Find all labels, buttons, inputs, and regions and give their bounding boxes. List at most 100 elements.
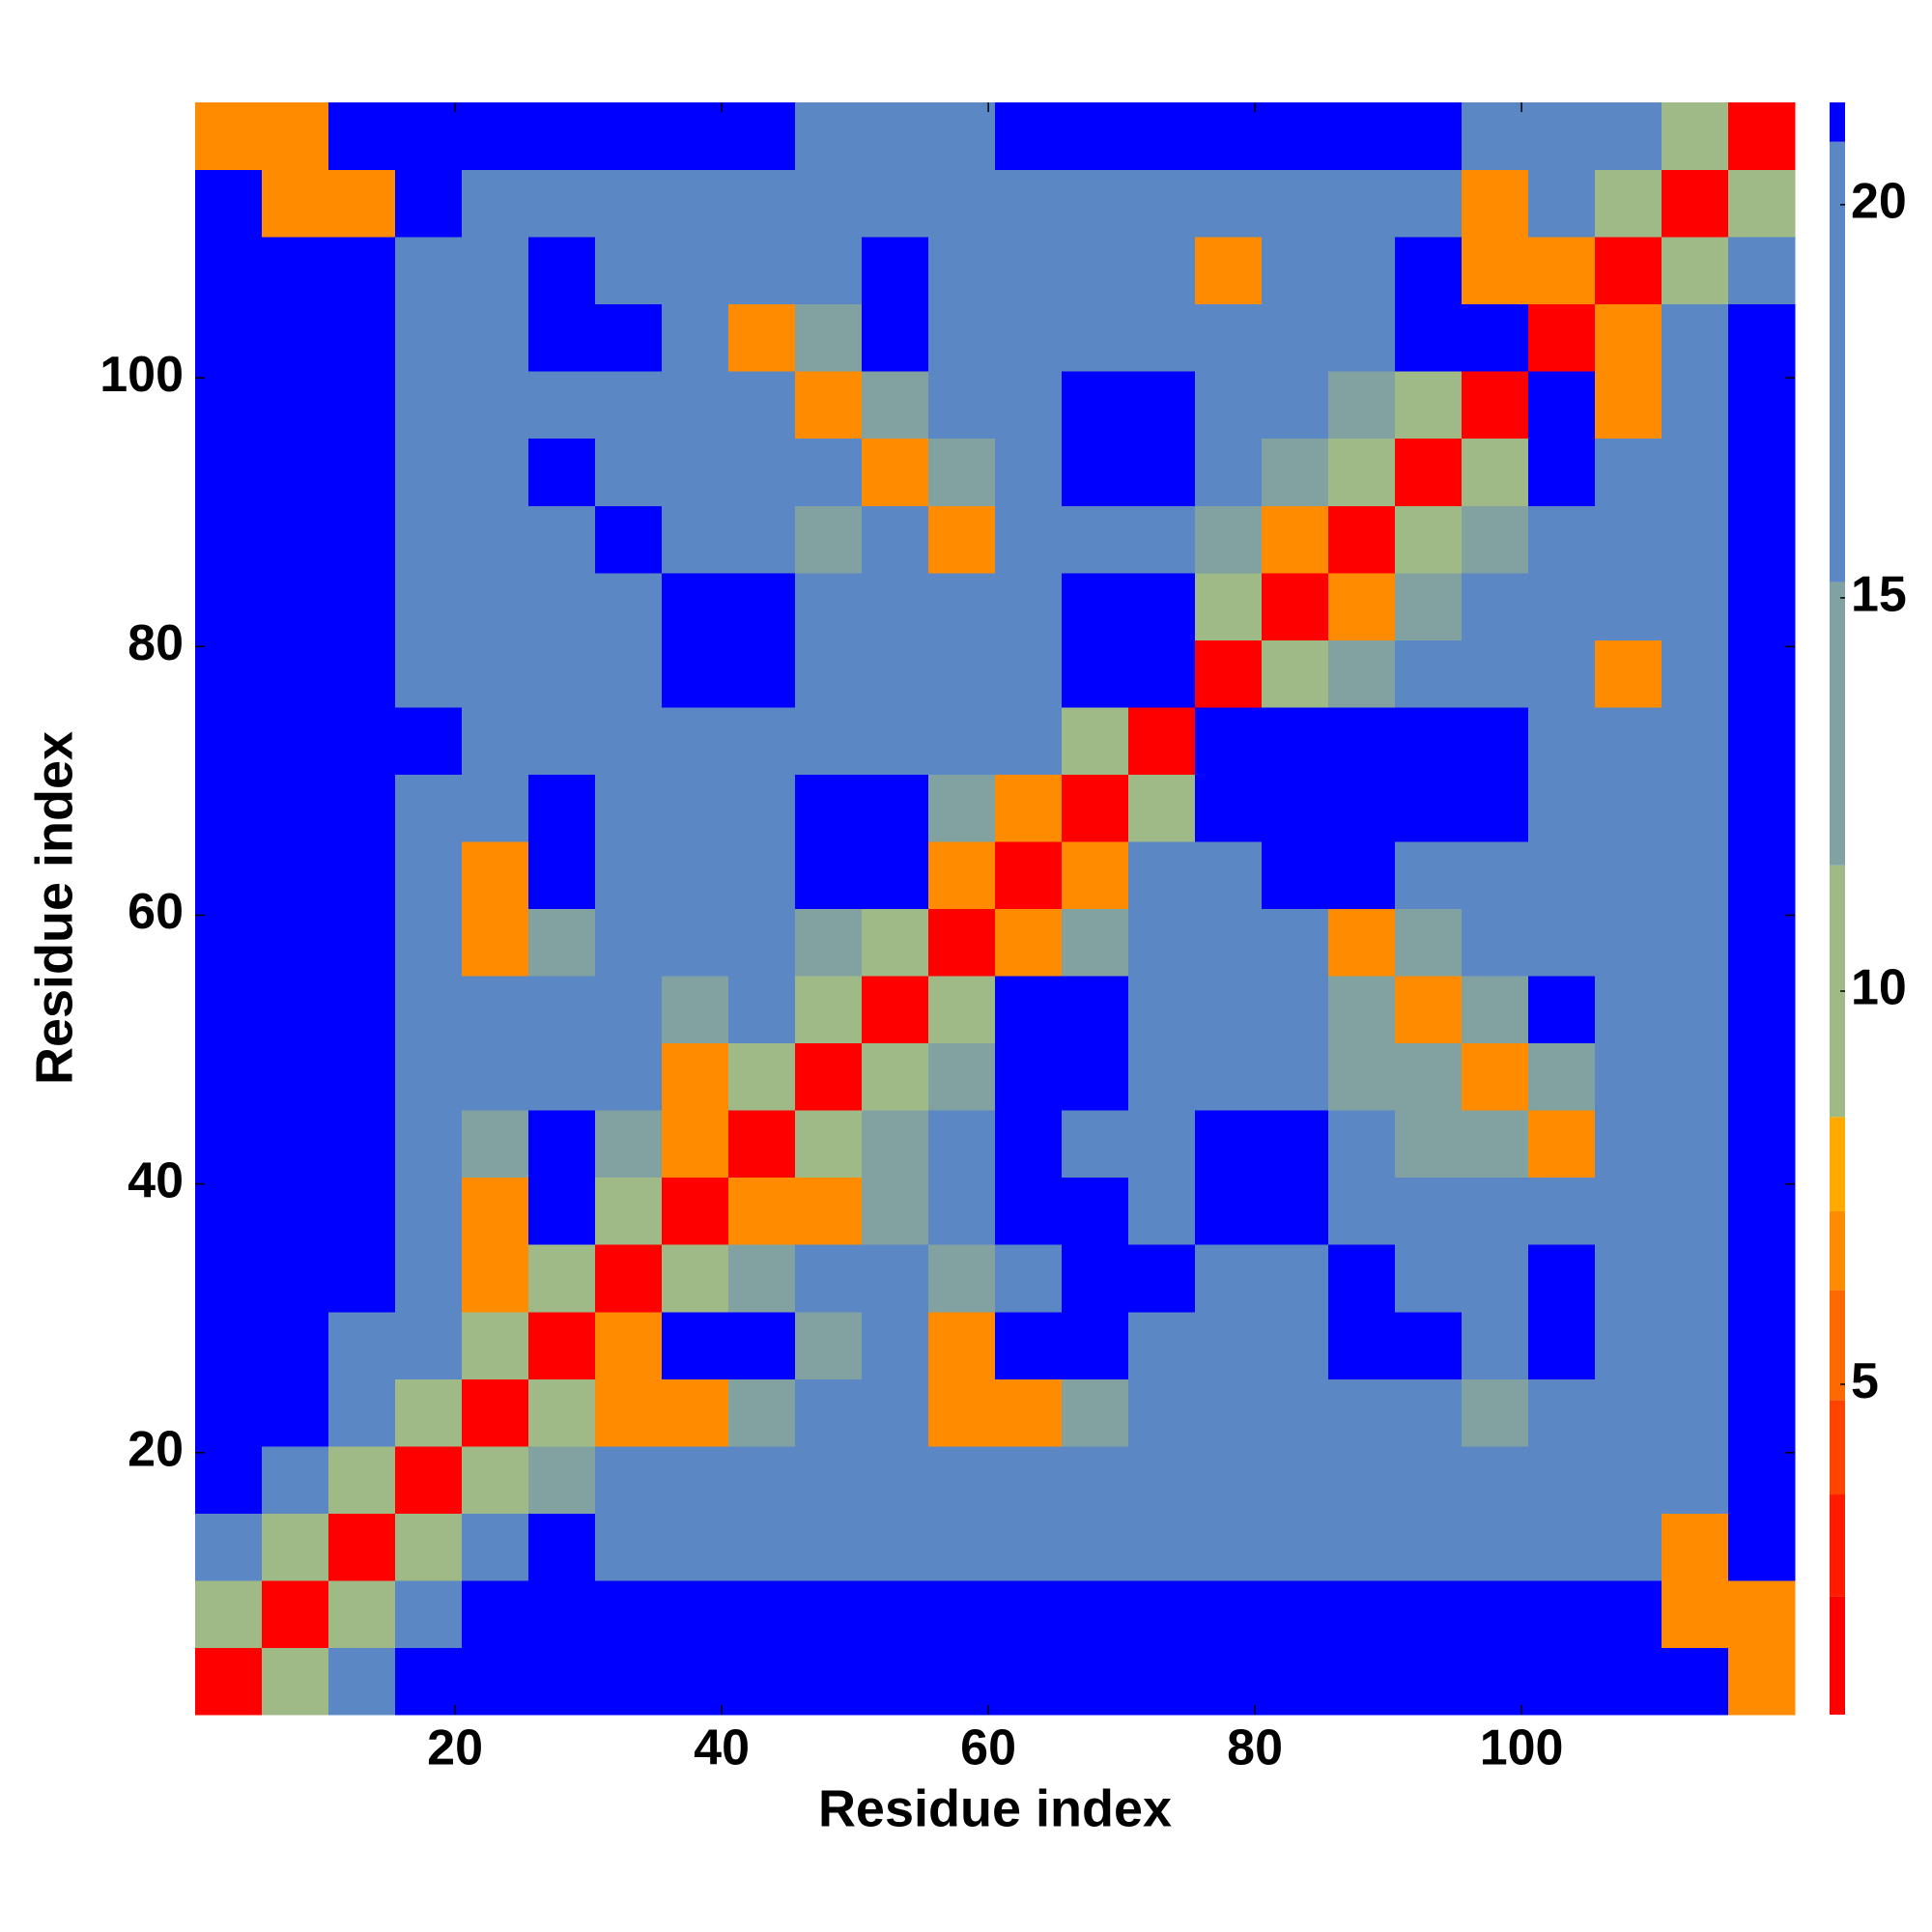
heatmap-cell xyxy=(728,237,796,305)
heatmap-cell xyxy=(328,706,396,775)
heatmap-cell xyxy=(595,1647,663,1716)
heatmap-cell xyxy=(995,1177,1063,1245)
heatmap-cell xyxy=(1728,1647,1796,1716)
heatmap-cell xyxy=(195,1177,263,1245)
heatmap-cell xyxy=(1728,840,1796,909)
heatmap-cell xyxy=(462,1579,529,1648)
heatmap-cell xyxy=(195,1378,263,1447)
heatmap-cell xyxy=(1328,1513,1396,1581)
heatmap-cell xyxy=(795,908,863,977)
heatmap-cell xyxy=(195,237,263,305)
heatmap-cell xyxy=(195,1647,263,1716)
heatmap-cell xyxy=(1595,371,1662,440)
heatmap-cell xyxy=(262,1513,329,1581)
heatmap-cell xyxy=(1062,1177,1129,1245)
heatmap-cell xyxy=(1462,169,1529,238)
heatmap-cell xyxy=(528,706,596,775)
heatmap-cell xyxy=(462,169,529,238)
heatmap-cell xyxy=(995,1042,1063,1111)
heatmap-cell xyxy=(1395,840,1463,909)
heatmap-cell xyxy=(862,1513,929,1581)
heatmap-cell xyxy=(795,1244,863,1313)
heatmap-cell xyxy=(1662,237,1729,305)
heatmap-cell xyxy=(528,102,596,171)
heatmap-cell xyxy=(1128,840,1196,909)
heatmap-cell xyxy=(1662,1311,1729,1379)
heatmap-cell xyxy=(1395,1445,1463,1514)
heatmap-cell xyxy=(595,1042,663,1111)
heatmap-cell xyxy=(795,371,863,440)
heatmap-cell xyxy=(528,237,596,305)
heatmap-cell xyxy=(395,169,463,238)
heatmap-cell xyxy=(928,169,996,238)
heatmap-cell xyxy=(928,1445,996,1514)
heatmap-cell xyxy=(1728,976,1796,1044)
heatmap-cell xyxy=(1195,303,1263,372)
heatmap-cell xyxy=(1328,1445,1396,1514)
heatmap-cell xyxy=(1128,169,1196,238)
heatmap-cell xyxy=(1528,639,1596,708)
heatmap-cell xyxy=(462,237,529,305)
heatmap-cell xyxy=(1195,1244,1263,1313)
heatmap-cell xyxy=(1728,303,1796,372)
heatmap-cell xyxy=(1328,237,1396,305)
heatmap-cell xyxy=(862,303,929,372)
heatmap-cell xyxy=(262,706,329,775)
heatmap-cell xyxy=(928,774,996,842)
x-tick-label: 20 xyxy=(427,1720,483,1776)
heatmap-cell xyxy=(528,1445,596,1514)
heatmap-cell xyxy=(1262,1445,1329,1514)
heatmap-cell xyxy=(728,1311,796,1379)
heatmap-cell xyxy=(995,1579,1063,1648)
heatmap-cell xyxy=(1262,1042,1329,1111)
heatmap-cell xyxy=(1195,237,1263,305)
heatmap-cell xyxy=(328,303,396,372)
heatmap-cell xyxy=(1528,237,1596,305)
colorbar-segment xyxy=(1830,1596,1845,1715)
heatmap-cell xyxy=(662,774,729,842)
heatmap-cell xyxy=(1195,976,1263,1044)
heatmap-cell xyxy=(328,1647,396,1716)
heatmap-cell xyxy=(1262,572,1329,640)
heatmap-cell xyxy=(928,1647,996,1716)
heatmap-cell xyxy=(1728,774,1796,842)
heatmap-cell xyxy=(1462,1110,1529,1179)
heatmap-cell xyxy=(595,1378,663,1447)
heatmap-cell xyxy=(1395,169,1463,238)
heatmap-cell xyxy=(1462,505,1529,574)
heatmap-cell xyxy=(328,438,396,506)
heatmap-cell xyxy=(1062,102,1129,171)
heatmap-cell xyxy=(528,1244,596,1313)
heatmap-cell xyxy=(728,303,796,372)
heatmap-cell xyxy=(1128,1311,1196,1379)
heatmap-cell xyxy=(995,908,1063,977)
heatmap-cell xyxy=(1195,774,1263,842)
heatmap-cell xyxy=(595,1110,663,1179)
heatmap-cell xyxy=(1195,1647,1263,1716)
heatmap-cell xyxy=(595,1311,663,1379)
colorbar-segment xyxy=(1830,1400,1845,1495)
heatmap-cell xyxy=(1728,1110,1796,1179)
heatmap-cell xyxy=(862,774,929,842)
heatmap-cell xyxy=(862,840,929,909)
colorbar-segment xyxy=(1830,102,1845,142)
heatmap-cell xyxy=(795,1579,863,1648)
heatmap-cell xyxy=(1662,1244,1729,1313)
heatmap-cell xyxy=(728,169,796,238)
heatmap-cell xyxy=(928,706,996,775)
heatmap-cell xyxy=(1328,840,1396,909)
heatmap-cell xyxy=(1728,908,1796,977)
heatmap-cell xyxy=(995,1513,1063,1581)
heatmap-cell xyxy=(862,438,929,506)
heatmap-cell xyxy=(262,237,329,305)
heatmap-cell xyxy=(595,371,663,440)
heatmap-cell xyxy=(528,1513,596,1581)
heatmap-cell xyxy=(1128,1445,1196,1514)
heatmap-cell xyxy=(1528,1647,1596,1716)
heatmap-cell xyxy=(595,976,663,1044)
heatmap-cells xyxy=(195,102,1796,1716)
heatmap-cell xyxy=(262,1110,329,1179)
y-tick-label: 40 xyxy=(128,1152,184,1208)
heatmap-cell xyxy=(995,438,1063,506)
heatmap-cell xyxy=(1128,639,1196,708)
